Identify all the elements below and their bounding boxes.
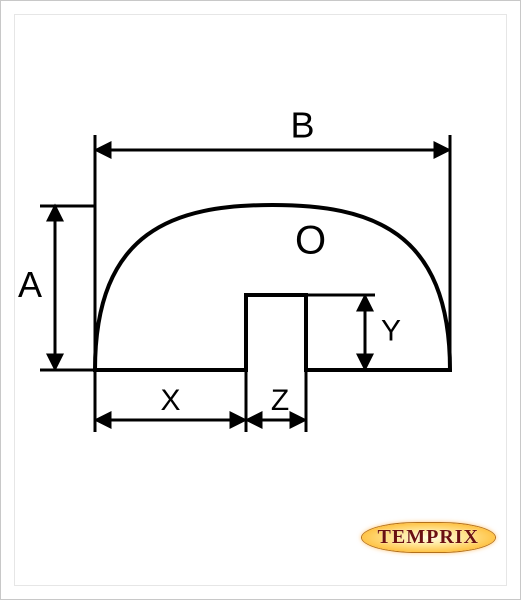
inner-frame xyxy=(14,14,507,586)
watermark-badge: TEMPRIX xyxy=(362,523,495,552)
